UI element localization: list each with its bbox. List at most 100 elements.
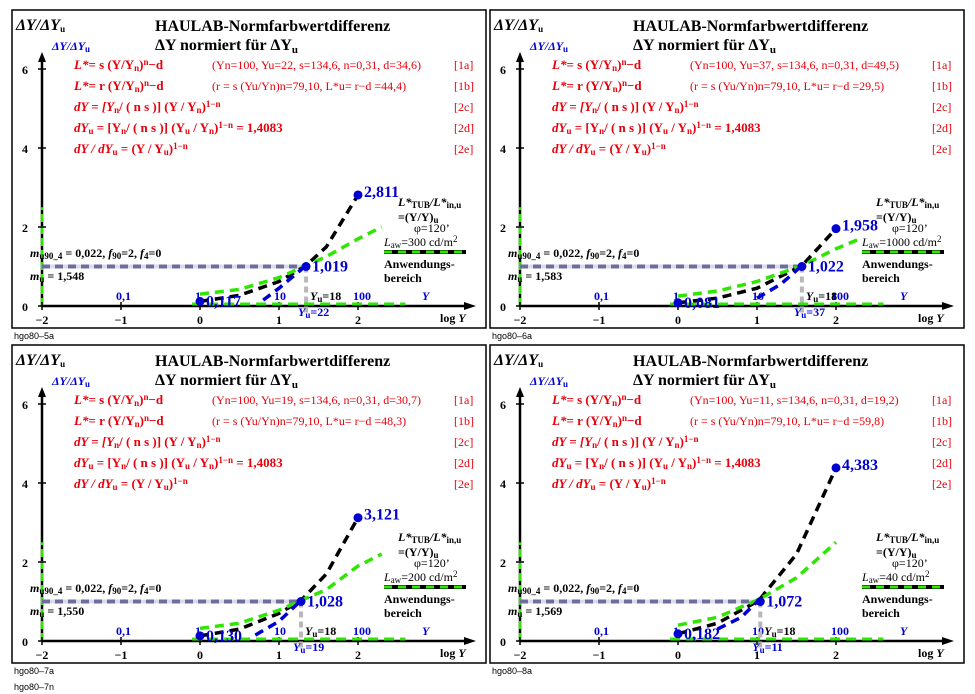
mu-label: mu = 1,569 — [508, 604, 562, 619]
y-tick-label: 6 — [500, 398, 506, 412]
formula-tag: [2d] — [932, 121, 952, 135]
x-tick-label: 0 — [675, 313, 681, 327]
blue-y-label: Y — [422, 624, 431, 638]
x-axis-label: log Y — [440, 311, 467, 325]
y-axis-blue-title: ΔY/ΔYu — [51, 374, 90, 389]
formula-tag: [1a] — [932, 393, 951, 407]
x-tick-label: 0 — [675, 648, 681, 662]
x-tick-label: −1 — [593, 648, 606, 662]
formula-tag: [2c] — [932, 435, 951, 449]
x-tick-label: 1 — [276, 313, 282, 327]
formula-tag: [2c] — [454, 435, 473, 449]
legend-anwendungs: Anwendungs- — [862, 257, 933, 271]
mu-label: mu = 1,583 — [508, 269, 562, 284]
formula-tag: [2e] — [454, 477, 473, 491]
series-blue — [262, 264, 308, 302]
m90-label: mu90_4 = 0,022, f90=2, f4=0 — [508, 581, 639, 596]
y-axis-arrow — [38, 387, 46, 397]
y-tick-label: 2 — [22, 221, 28, 235]
point-left — [195, 296, 205, 306]
formula-1b: L*= r (Y/Yn)n−d — [551, 413, 642, 429]
y-tick-label: 0 — [22, 300, 28, 314]
m90-label: mu90_4 = 0,022, f90=2, f4=0 — [30, 581, 161, 596]
y-axis-title: ΔY/ΔYu — [15, 352, 65, 369]
yu-marker-label: Yu=18 — [305, 624, 336, 639]
x-axis-label: log Y — [918, 646, 945, 660]
legend-anwendungs: Anwendungs- — [862, 592, 933, 606]
y-tick-label: 0 — [22, 635, 28, 649]
chart-panel-hgo80-7a: hgo80–7a ΔY/ΔYu ΔY/ΔYu HAULAB-Normfarbwertd… — [11, 344, 487, 676]
formula-1a-params: (Yn=100, Yu=37, s=134,6, n=0,31, d=49,5) — [690, 58, 899, 72]
x-tick-label: −2 — [514, 313, 527, 327]
legend-bereich: bereich — [862, 271, 900, 285]
y-tick-label: 4 — [500, 477, 506, 491]
chart-panel-hgo80-6a: hgo80–6a ΔY/ΔYu ΔY/ΔYu HAULAB-Normfarbwertd… — [489, 9, 965, 341]
yu-marker-label: Yu=18 — [310, 289, 341, 304]
legend-law: Law=200 cd/m2 — [383, 569, 457, 585]
formula-tag: [1a] — [454, 393, 473, 407]
formula-tag: [2c] — [454, 100, 473, 114]
point-left — [673, 629, 683, 639]
series-green — [677, 237, 861, 298]
formula-2e: dY / dYu = (Y / Yu)1−n — [74, 476, 188, 492]
blue-y-tick-label: 100 — [831, 624, 849, 638]
chart-subtitle: ΔY normiert für ΔYu — [633, 37, 776, 56]
formula-1a-params: (Yn=100, Yu=19, s=134,6, n=0,31, d=30,7) — [212, 393, 421, 407]
formula-1a: L*= s (Y/Yn)n−d — [551, 392, 642, 408]
x-axis-label: log Y — [440, 646, 467, 660]
point-left-label: 0,117 — [206, 293, 241, 310]
point-mid — [296, 597, 306, 606]
point-right-label: 2,811 — [364, 184, 399, 201]
x-tick-label: −1 — [115, 313, 128, 327]
y-tick-label: 4 — [500, 142, 506, 156]
panel-id-label: hgo80–5a — [14, 331, 54, 341]
chart-panel-hgo80-5a: hgo80–5a ΔY/ΔYu ΔY/ΔYu HAULAB-Normfarbwertd… — [11, 9, 487, 341]
y-axis-title: ΔY/ΔYu — [493, 352, 543, 369]
x-tick-label: −1 — [593, 313, 606, 327]
formula-2d: dYu = [Yn/ ( n s )] (Yu / Yn)1−n = 1,408… — [552, 455, 761, 471]
y-tick-label: 6 — [22, 63, 28, 77]
panel-id-label: hgo80–8a — [492, 666, 532, 676]
formula-1b-params: (r = s (Yu/Yn)n=79,10, L*u= r−d =44,4) — [212, 79, 406, 93]
legend-law: Law=40 cd/m2 — [861, 569, 929, 585]
blue-y-tick-label: 10 — [274, 289, 286, 303]
point-right — [831, 224, 841, 234]
y-tick-label: 4 — [22, 477, 28, 491]
legend-ltub: L*TUB/L*in,u — [875, 195, 939, 210]
formula-tag: [2e] — [932, 142, 951, 156]
series-black — [677, 467, 838, 636]
y-tick-label: 0 — [500, 635, 506, 649]
blue-y-tick-label: 1 — [673, 289, 679, 303]
yu-under-label: Yu=37 — [794, 305, 825, 320]
point-mid — [755, 597, 765, 606]
formula-2e: dY / dYu = (Y / Yu)1−n — [74, 141, 188, 157]
formula-tag: [2d] — [932, 456, 952, 470]
formula-2c: dY = [Yn/ ( n s )] (Y / Yn)1−n — [74, 99, 221, 115]
formula-2d: dYu = [Yn/ ( n s )] (Yu / Yn)1−n = 1,408… — [552, 120, 761, 136]
formula-2c: dY = [Yn/ ( n s )] (Y / Yn)1−n — [74, 434, 221, 450]
formula-1b-params: (r = s (Yu/Yn)n=79,10, L*u= r−d =48,3) — [212, 414, 406, 428]
formula-2e: dY / dYu = (Y / Yu)1−n — [552, 141, 666, 157]
panel-frame — [11, 9, 487, 329]
point-mid — [301, 262, 311, 271]
point-right-label: 4,383 — [842, 457, 878, 474]
formula-tag: [1b] — [454, 414, 474, 428]
x-axis-arrow — [464, 637, 476, 645]
legend-phi: φ=120’ — [892, 221, 928, 235]
formula-tag: [1a] — [454, 58, 473, 72]
formula-tag: [2e] — [932, 477, 951, 491]
x-tick-label: −2 — [36, 648, 49, 662]
x-tick-label: −2 — [36, 313, 49, 327]
x-axis-arrow — [942, 637, 954, 645]
formula-tag: [2e] — [454, 142, 473, 156]
yu-under-label: Yu=22 — [298, 305, 329, 320]
point-left — [195, 631, 205, 641]
x-tick-label: 2 — [355, 648, 361, 662]
y-axis-blue-title: ΔY/ΔYu — [529, 39, 568, 54]
mu-label: mu = 1,548 — [30, 269, 84, 284]
legend-ltub: L*TUB/L*in,u — [397, 195, 461, 210]
blue-y-tick-label: 10 — [274, 624, 286, 638]
x-tick-label: 2 — [833, 648, 839, 662]
blue-y-tick-label: 1 — [195, 289, 201, 303]
